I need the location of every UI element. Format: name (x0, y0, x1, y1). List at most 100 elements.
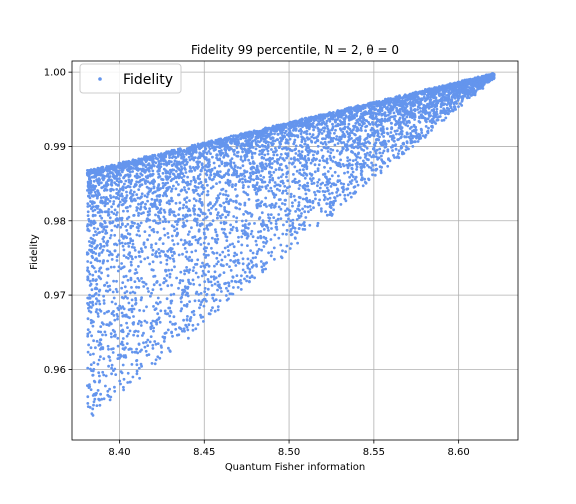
scatter-point (109, 332, 113, 335)
scatter-point (108, 199, 112, 203)
scatter-point (255, 177, 258, 181)
scatter-point (389, 131, 393, 134)
scatter-point (256, 250, 259, 253)
scatter-point (182, 148, 186, 152)
scatter-point (103, 312, 106, 315)
scatter-point (334, 199, 337, 203)
scatter-point (167, 306, 171, 310)
scatter-point (405, 140, 409, 144)
scatter-point (168, 275, 172, 279)
scatter-point (298, 168, 302, 172)
scatter-point (158, 254, 162, 258)
scatter-point (220, 290, 223, 293)
scatter-point (129, 180, 133, 184)
scatter-point (339, 123, 342, 126)
scatter-point (402, 142, 406, 146)
scatter-point (190, 169, 194, 173)
scatter-point (285, 220, 289, 224)
scatter-point (234, 184, 237, 187)
scatter-point (105, 267, 109, 271)
scatter-point (165, 161, 169, 165)
scatter-point (268, 170, 272, 174)
scatter-point (98, 403, 102, 407)
scatter-point (120, 235, 124, 238)
scatter-point (237, 235, 240, 239)
scatter-point (227, 253, 231, 257)
scatter-point (175, 227, 179, 231)
scatter-point (374, 163, 378, 167)
scatter-point (337, 174, 340, 178)
scatter-point (186, 233, 190, 236)
scatter-point (289, 228, 293, 231)
scatter-point (403, 111, 407, 115)
scatter-point (241, 177, 244, 181)
scatter-point (116, 191, 120, 195)
scatter-point (269, 186, 273, 190)
scatter-point (158, 155, 162, 159)
scatter-point (114, 302, 117, 306)
scatter-point (137, 202, 140, 206)
scatter-point (216, 260, 220, 263)
scatter-point (264, 196, 268, 200)
scatter-point (281, 134, 284, 137)
scatter-point (104, 232, 107, 235)
scatter-point (245, 226, 248, 230)
scatter-point (131, 375, 135, 379)
scatter-point (316, 126, 320, 130)
scatter-point (223, 228, 226, 231)
scatter-point (100, 166, 103, 169)
scatter-point (182, 318, 186, 322)
scatter-point (457, 96, 461, 100)
scatter-point (308, 205, 312, 208)
scatter-point (126, 206, 129, 209)
scatter-point (195, 223, 199, 227)
scatter-point (323, 159, 326, 163)
scatter-point (148, 218, 152, 222)
scatter-point (143, 345, 147, 349)
scatter-point (223, 161, 227, 165)
scatter-point (97, 299, 101, 303)
scatter-point (103, 219, 106, 223)
scatter-point (424, 112, 427, 116)
scatter-point (397, 152, 400, 156)
scatter-point (407, 96, 411, 99)
scatter-point (218, 164, 221, 168)
scatter-point (229, 223, 233, 227)
scatter-point (250, 260, 254, 264)
scatter-point (143, 194, 147, 198)
scatter-point (134, 183, 138, 186)
scatter-point (120, 286, 123, 290)
scatter-point (404, 145, 408, 149)
scatter-point (206, 228, 210, 231)
scatter-point (336, 122, 340, 126)
scatter-point (408, 121, 411, 124)
scatter-point (104, 374, 108, 378)
scatter-point (352, 146, 356, 150)
scatter-point (211, 155, 214, 159)
scatter-point (190, 226, 193, 230)
scatter-point (90, 200, 93, 204)
scatter-point (118, 172, 122, 176)
scatter-point (225, 197, 229, 201)
scatter-point (387, 139, 390, 143)
scatter-point (127, 308, 131, 312)
scatter-point (313, 190, 316, 194)
scatter-point (422, 95, 426, 99)
scatter-point (386, 105, 389, 109)
scatter-point (324, 143, 328, 146)
scatter-point (145, 305, 148, 309)
scatter-point (336, 149, 339, 153)
scatter-point (325, 124, 329, 128)
scatter-point (156, 230, 159, 234)
scatter-point (262, 245, 266, 248)
scatter-point (356, 183, 360, 187)
scatter-point (99, 325, 103, 328)
scatter-point (106, 198, 110, 201)
scatter-point (129, 380, 132, 384)
scatter-point (101, 230, 104, 234)
scatter-point (206, 287, 210, 291)
scatter-point (206, 262, 209, 266)
scatter-point (360, 162, 363, 166)
scatter-point (216, 288, 219, 292)
scatter-point (423, 99, 427, 103)
